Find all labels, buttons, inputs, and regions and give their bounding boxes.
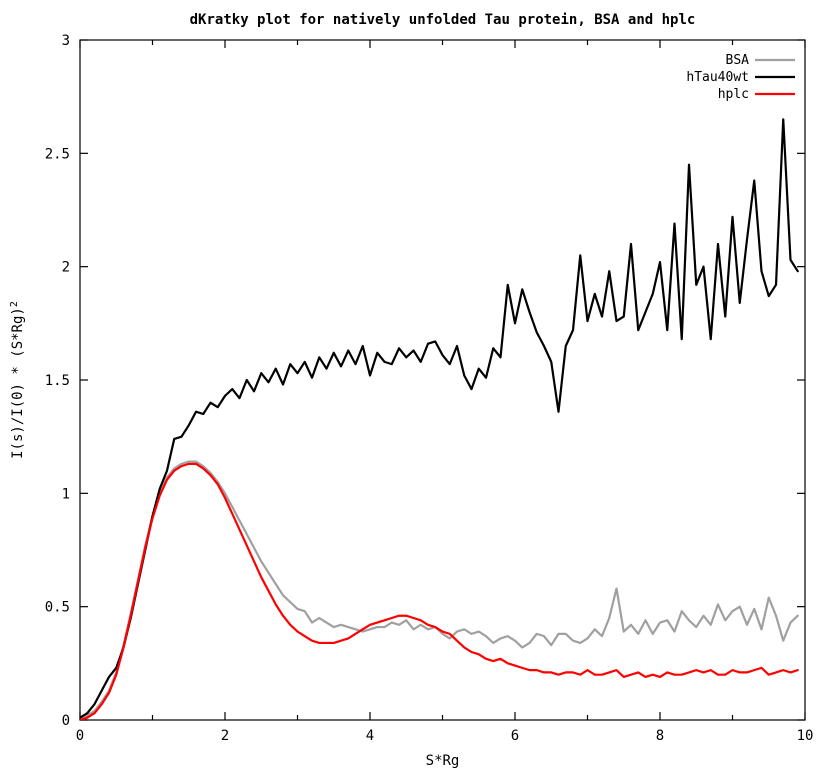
chart-container: dKratky plot for natively unfolded Tau p… bbox=[0, 0, 835, 775]
y-axis-label: I(s)/I(0) * (S*Rg)2 bbox=[9, 301, 27, 459]
y-tick-label: 1.5 bbox=[45, 373, 70, 389]
x-tick-label: 8 bbox=[656, 728, 664, 744]
chart-title: dKratky plot for natively unfolded Tau p… bbox=[190, 12, 696, 28]
y-tick-label: 2.5 bbox=[45, 146, 70, 162]
y-tick-label: 1 bbox=[62, 486, 70, 502]
y-tick-label: 3 bbox=[62, 33, 70, 49]
legend-label: hplc bbox=[718, 87, 749, 102]
kratky-plot: dKratky plot for natively unfolded Tau p… bbox=[0, 0, 835, 775]
y-tick-label: 0.5 bbox=[45, 600, 70, 616]
x-tick-label: 10 bbox=[797, 728, 814, 744]
x-axis-label: S*Rg bbox=[426, 753, 460, 769]
x-tick-label: 2 bbox=[221, 728, 229, 744]
x-tick-label: 0 bbox=[76, 728, 84, 744]
legend-label: BSA bbox=[726, 53, 750, 68]
legend-label: hTau40wt bbox=[686, 70, 749, 85]
x-tick-label: 6 bbox=[511, 728, 519, 744]
y-tick-label: 2 bbox=[62, 260, 70, 276]
y-tick-label: 0 bbox=[62, 713, 70, 729]
x-tick-label: 4 bbox=[366, 728, 374, 744]
